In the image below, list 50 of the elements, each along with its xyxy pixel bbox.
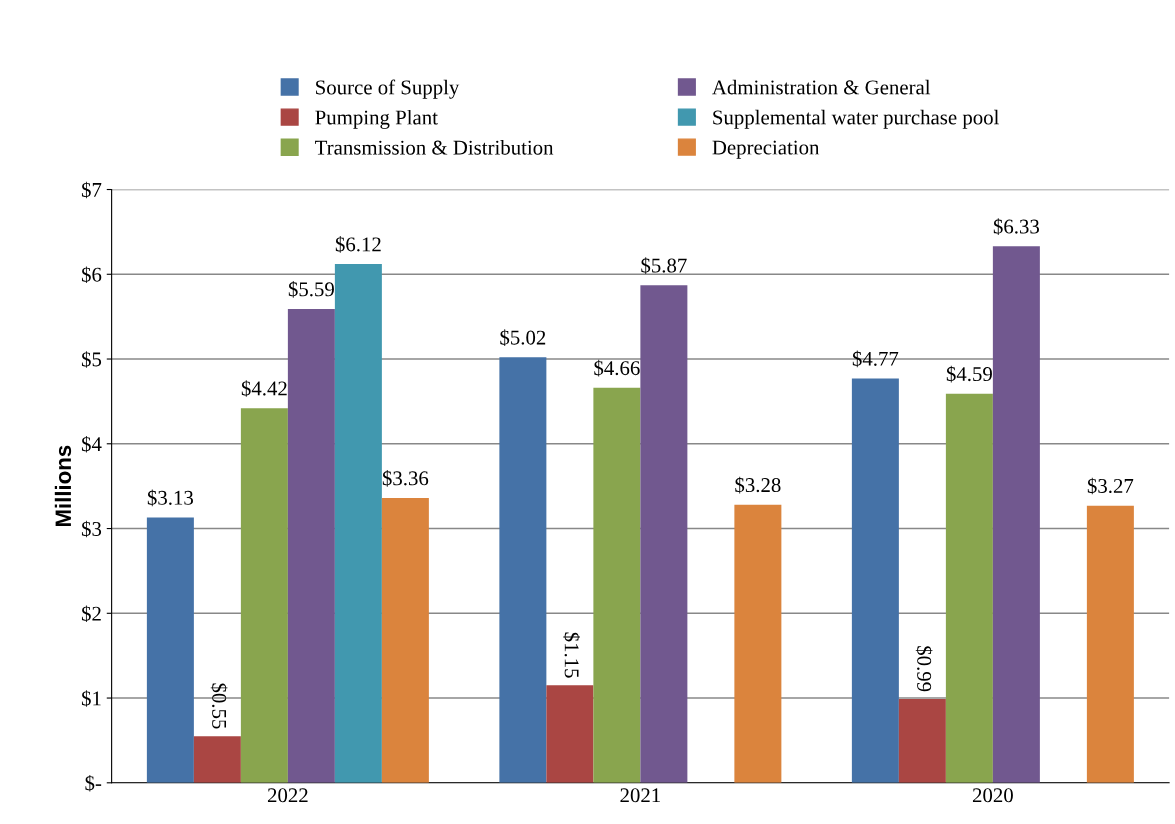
bar — [593, 387, 641, 783]
data-label: $4.42 — [241, 380, 287, 397]
data-label: $4.66 — [594, 359, 640, 377]
bar — [1086, 505, 1134, 783]
bar — [240, 408, 288, 783]
data-label: $5.87 — [641, 257, 687, 274]
data-label: $3.13 — [147, 489, 193, 507]
data-label: $4.59 — [946, 365, 992, 383]
bar — [146, 517, 194, 783]
bar — [546, 685, 594, 783]
y-tick-label: $5 — [81, 351, 102, 368]
y-axis-title: Millions — [54, 445, 72, 527]
x-tick-label: 2021 — [620, 788, 660, 803]
legend-label: Depreciation — [712, 140, 820, 159]
legend-label: Transmission & Distribution — [315, 140, 554, 155]
y-tick-label: $2 — [81, 605, 101, 623]
x-tick-label: 2020 — [972, 788, 1013, 803]
y-tick-label: $6 — [81, 266, 102, 284]
bar — [851, 378, 899, 783]
data-label: $5.59 — [288, 281, 334, 298]
legend-label: Administration & General — [712, 79, 931, 95]
bar — [640, 285, 688, 783]
data-label: $4.77 — [852, 350, 899, 368]
data-label: $6.12 — [335, 236, 381, 253]
legend-label: Supplemental water purchase pool — [713, 109, 999, 129]
legend-label: Pumping Plant — [315, 109, 438, 129]
data-label: $1.15 — [563, 632, 580, 678]
bar — [992, 246, 1040, 783]
bar — [499, 357, 547, 783]
bar — [287, 309, 335, 783]
data-label: $3.36 — [382, 470, 429, 487]
bar — [381, 498, 429, 783]
y-tick-label: $4 — [81, 435, 102, 453]
bar — [193, 736, 241, 783]
data-label: $3.28 — [735, 476, 781, 494]
legend-label: Source of Supply — [316, 79, 460, 99]
bar — [734, 504, 782, 783]
bar — [945, 393, 993, 783]
y-tick-label: $- — [85, 774, 102, 792]
bar — [898, 698, 946, 783]
y-tick-label: $7 — [81, 181, 102, 199]
data-label: $3.27 — [1087, 477, 1134, 495]
data-label: $0.99 — [915, 646, 933, 692]
x-tick-label: 2022 — [267, 788, 308, 803]
y-tick-label: $1 — [81, 690, 101, 707]
data-label: $6.33 — [993, 218, 1039, 235]
y-tick-label: $3 — [81, 520, 102, 538]
data-label: $5.02 — [500, 329, 546, 347]
bar — [334, 264, 382, 783]
data-label: $0.55 — [210, 683, 228, 729]
